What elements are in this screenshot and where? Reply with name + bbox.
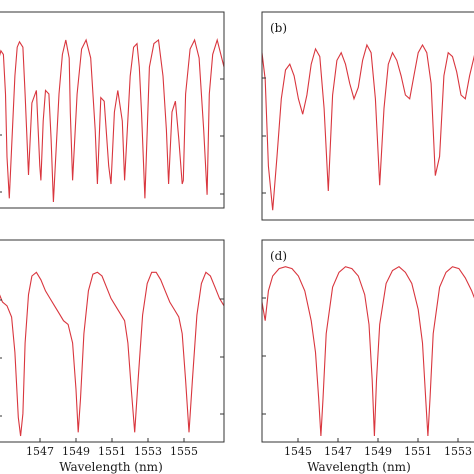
- axis-frame: [0, 11, 225, 209]
- x-tick-label: 1547: [324, 445, 352, 458]
- chart-panel-3: 1547 1549 1551 1553 1555 Wavelength (nm): [0, 239, 225, 474]
- x-axis-label: Wavelength (nm): [307, 460, 411, 474]
- x-tick-label: 1551: [404, 445, 432, 458]
- x-tick-label: 1547: [26, 445, 54, 458]
- panel-label: (d): [270, 249, 287, 263]
- spectrum-curve-3-1: [0, 271, 225, 437]
- x-tick-label: 1555: [170, 445, 198, 458]
- chart-panel-4: 1545 1547 1549 1551 1553 (d) Wavelength (nm): [261, 239, 474, 474]
- axis-frame: [0, 239, 225, 443]
- x-tick-label: 1545: [284, 445, 312, 458]
- x-tick-label: 1553: [134, 445, 162, 458]
- x-tick-label: 1551: [98, 445, 126, 458]
- spectrum-curve-1-1: [0, 37, 225, 203]
- x-tick-label: 1549: [364, 445, 392, 458]
- x-tick-label: 1553: [444, 445, 472, 458]
- axis-frame: [261, 11, 474, 221]
- spectrum-curve-2-1: [261, 43, 474, 211]
- x-axis-label: Wavelength (nm): [59, 460, 163, 474]
- x-tick-label: 1549: [62, 445, 90, 458]
- chart-panel-2: (b): [261, 11, 474, 221]
- panel-label: (b): [270, 21, 287, 35]
- spectrum-curve-4-1: [261, 266, 474, 437]
- axis-frame: [261, 239, 474, 443]
- chart-panel-1: [0, 11, 225, 209]
